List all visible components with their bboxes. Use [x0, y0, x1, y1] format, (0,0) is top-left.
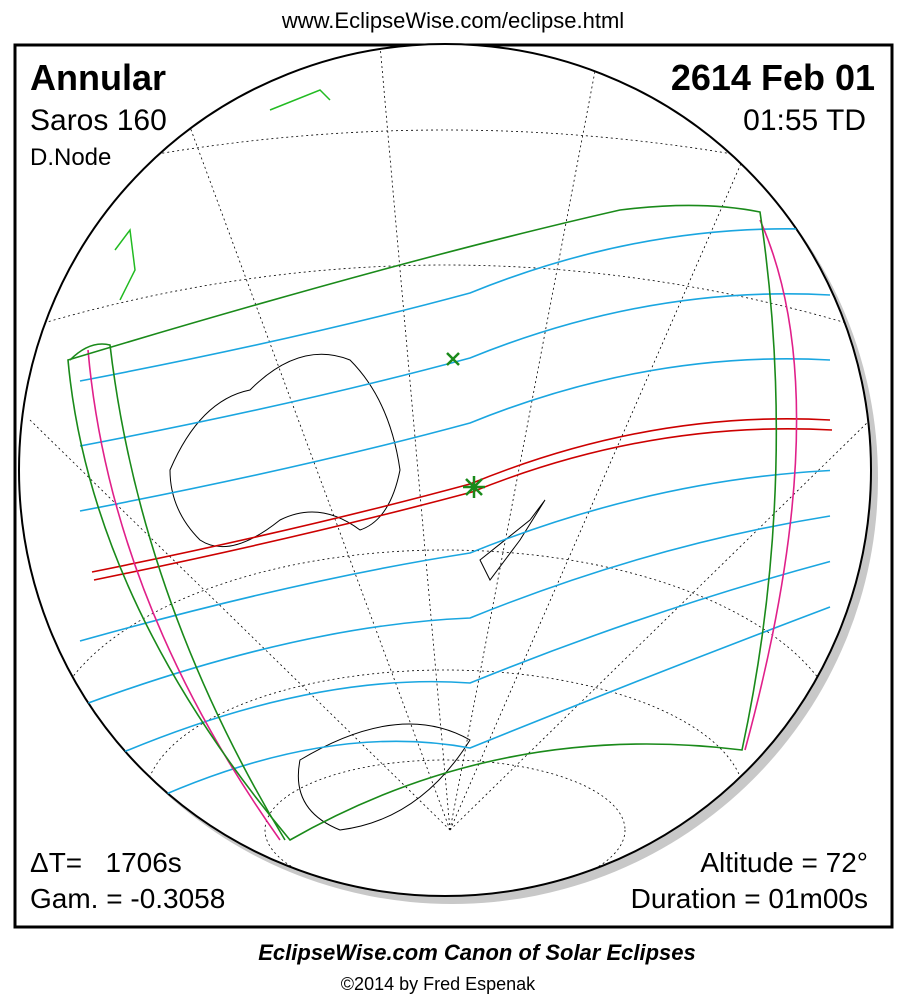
duration: Duration = 01m00s [631, 883, 868, 914]
obscuration-line [79, 358, 831, 512]
delta-t: ΔT= 1706s [30, 847, 182, 878]
saros: Saros 160 [30, 104, 167, 137]
obscuration-line [79, 560, 831, 772]
copyright: ©2014 by Fred Espenak [341, 974, 536, 994]
penumbral-limits [67, 204, 778, 842]
node: D.Node [30, 144, 111, 171]
map-layer [19, 44, 871, 896]
time: 01:55 TD [743, 104, 866, 137]
footer-title: EclipseWise.com Canon of Solar Eclipses [258, 940, 696, 965]
obscuration-line [79, 606, 831, 837]
url: www.EclipseWise.com/eclipse.html [281, 8, 624, 33]
gamma: Gam. = -0.3058 [30, 883, 225, 914]
green-coast [114, 89, 331, 301]
globe [18, 43, 872, 897]
date: 2614 Feb 01 [671, 57, 875, 98]
greatest-eclipse-marker [463, 476, 485, 498]
obscuration-line [79, 228, 831, 382]
greatest-duration-marker [446, 352, 460, 366]
rise-set-curves [87, 219, 798, 841]
altitude: Altitude = 72° [700, 847, 868, 878]
eclipse-type: Annular [30, 57, 166, 98]
obscuration-line [79, 293, 831, 447]
obscuration-lines [79, 228, 831, 837]
obscuration-line [79, 515, 831, 707]
obscuration-line [79, 469, 831, 642]
